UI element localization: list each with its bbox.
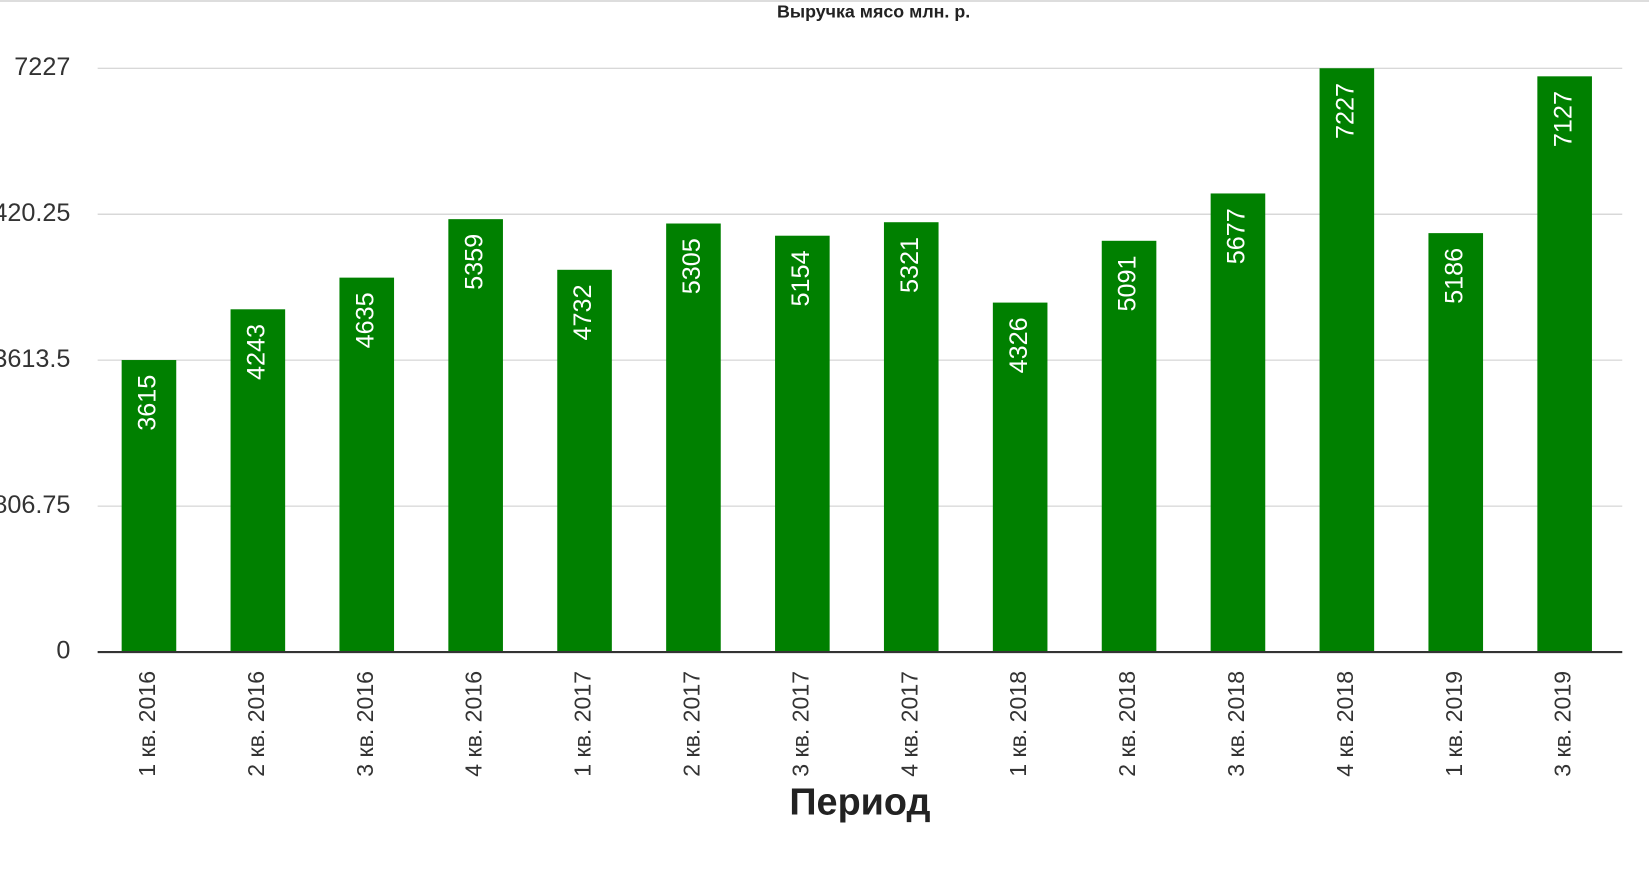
x-tick-label: 3 кв. 2017 bbox=[787, 671, 813, 777]
value-label: 4243 bbox=[243, 324, 271, 380]
bar bbox=[448, 219, 503, 653]
x-tick-label: 3 кв. 2019 bbox=[1550, 671, 1576, 777]
y-tick-label: 7227 bbox=[14, 53, 70, 81]
value-label: 5321 bbox=[896, 237, 924, 293]
bar bbox=[1101, 240, 1157, 653]
x-tick-label: 1 кв. 2017 bbox=[570, 671, 596, 777]
x-tick-label: 4 кв. 2016 bbox=[461, 671, 487, 777]
x-tick-label: 4 кв. 2018 bbox=[1332, 671, 1358, 777]
value-label: 4326 bbox=[1005, 317, 1033, 373]
y-tick-label: 0 bbox=[56, 637, 70, 665]
value-label: 5186 bbox=[1440, 248, 1468, 304]
bar bbox=[883, 222, 939, 653]
bar bbox=[1428, 233, 1484, 653]
y-tick-label: 1806.75 bbox=[0, 491, 70, 519]
bar bbox=[121, 360, 177, 653]
value-label: 3615 bbox=[134, 375, 162, 431]
value-label: 4635 bbox=[351, 292, 379, 348]
x-tick-label: 1 кв. 2018 bbox=[1005, 671, 1031, 777]
bar bbox=[1537, 76, 1592, 653]
x-tick-label: 1 кв. 2019 bbox=[1441, 671, 1467, 777]
value-label: 5091 bbox=[1114, 255, 1142, 311]
value-label: 5677 bbox=[1223, 208, 1251, 264]
y-tick-label: 3613.5 bbox=[0, 345, 70, 373]
y-tick-label: 5420.25 bbox=[0, 199, 70, 227]
chart-title: Выручка мясо млн. р. bbox=[777, 1, 970, 21]
bar bbox=[666, 223, 721, 653]
x-tick-label: 1 кв. 2016 bbox=[134, 671, 160, 777]
bar bbox=[992, 302, 1048, 653]
bar bbox=[557, 269, 612, 653]
value-label: 7227 bbox=[1332, 83, 1360, 139]
x-tick-label: 3 кв. 2018 bbox=[1223, 671, 1249, 777]
x-tick-label: 2 кв. 2018 bbox=[1114, 671, 1140, 777]
x-tick-label: 2 кв. 2016 bbox=[243, 671, 269, 777]
x-tick-label: 4 кв. 2017 bbox=[896, 671, 922, 777]
x-tick-label: 3 кв. 2016 bbox=[352, 671, 378, 777]
value-label: 5305 bbox=[678, 238, 706, 294]
bar bbox=[1319, 68, 1375, 653]
x-axis-title: Период bbox=[789, 781, 930, 823]
bar bbox=[230, 309, 286, 653]
x-tick-label: 2 кв. 2017 bbox=[679, 671, 705, 777]
value-label: 5154 bbox=[787, 250, 815, 306]
bar bbox=[339, 277, 395, 653]
bar bbox=[775, 235, 830, 653]
value-label: 7127 bbox=[1549, 91, 1577, 147]
bar bbox=[1210, 193, 1266, 653]
value-label: 5359 bbox=[460, 234, 488, 290]
plot: Выручка мясо млн. р. Период 0 1806.75 3613… bbox=[0, 1, 1623, 823]
value-label: 4732 bbox=[569, 284, 597, 340]
